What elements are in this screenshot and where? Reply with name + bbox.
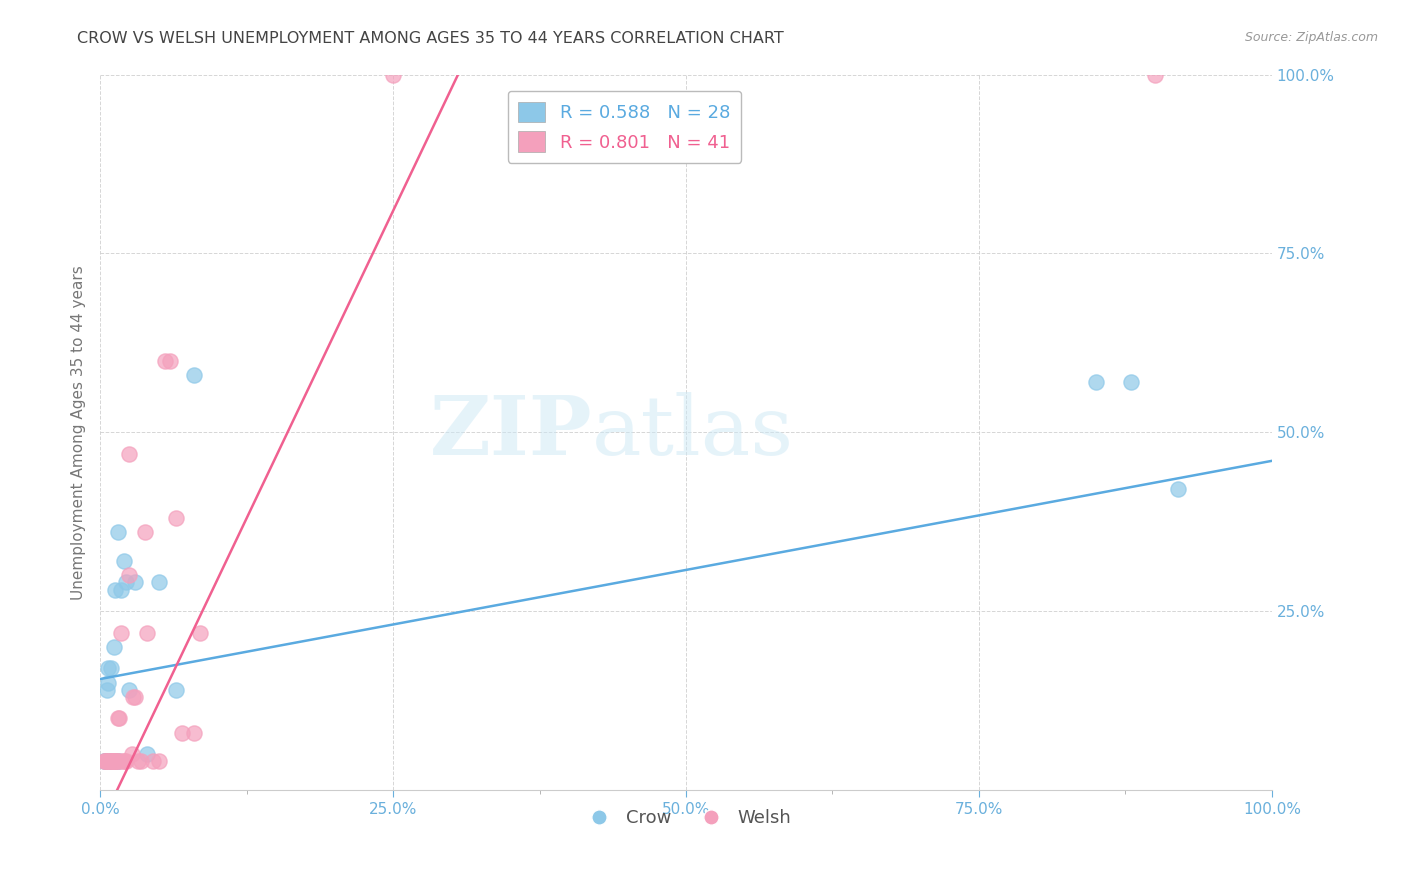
Point xyxy=(148,754,170,768)
Point xyxy=(97,661,120,675)
Point xyxy=(105,754,128,768)
Point xyxy=(115,754,138,768)
Point xyxy=(96,682,118,697)
Text: ZIP: ZIP xyxy=(430,392,592,472)
Point xyxy=(101,754,124,768)
Point xyxy=(98,754,121,768)
Point xyxy=(94,754,117,768)
Legend: Crow, Welsh: Crow, Welsh xyxy=(574,802,799,835)
Text: Source: ZipAtlas.com: Source: ZipAtlas.com xyxy=(1244,31,1378,45)
Point xyxy=(112,554,135,568)
Point xyxy=(136,625,159,640)
Point xyxy=(1085,375,1108,389)
Point xyxy=(183,725,205,739)
Point xyxy=(124,690,146,704)
Point xyxy=(101,754,124,768)
Point xyxy=(97,754,120,768)
Point xyxy=(118,682,141,697)
Point xyxy=(108,711,131,725)
Point xyxy=(97,675,120,690)
Point xyxy=(165,511,187,525)
Point xyxy=(101,754,124,768)
Point xyxy=(112,754,135,768)
Point xyxy=(107,711,129,725)
Y-axis label: Unemployment Among Ages 35 to 44 years: Unemployment Among Ages 35 to 44 years xyxy=(72,265,86,599)
Point xyxy=(1143,68,1166,82)
Point xyxy=(100,754,122,768)
Point xyxy=(104,582,127,597)
Point xyxy=(382,68,405,82)
Point xyxy=(1121,375,1143,389)
Point xyxy=(103,754,125,768)
Point xyxy=(129,754,152,768)
Point xyxy=(104,754,127,768)
Point xyxy=(1167,483,1189,497)
Point xyxy=(101,754,124,768)
Point xyxy=(142,754,165,768)
Point xyxy=(148,575,170,590)
Point xyxy=(94,754,117,768)
Point xyxy=(107,525,129,540)
Point xyxy=(165,682,187,697)
Text: CROW VS WELSH UNEMPLOYMENT AMONG AGES 35 TO 44 YEARS CORRELATION CHART: CROW VS WELSH UNEMPLOYMENT AMONG AGES 35… xyxy=(77,31,785,46)
Text: atlas: atlas xyxy=(592,392,794,472)
Point xyxy=(136,747,159,761)
Point xyxy=(188,625,211,640)
Point xyxy=(127,754,149,768)
Point xyxy=(122,690,145,704)
Point xyxy=(98,754,121,768)
Point xyxy=(94,754,117,768)
Point xyxy=(124,575,146,590)
Point xyxy=(108,754,131,768)
Point xyxy=(118,447,141,461)
Point xyxy=(118,568,141,582)
Point xyxy=(153,353,176,368)
Point xyxy=(172,725,194,739)
Point xyxy=(101,754,124,768)
Point xyxy=(103,640,125,654)
Point xyxy=(93,754,115,768)
Point xyxy=(134,525,156,540)
Point xyxy=(96,754,118,768)
Point xyxy=(94,754,117,768)
Point xyxy=(104,754,127,768)
Point xyxy=(110,625,132,640)
Point xyxy=(112,754,135,768)
Point xyxy=(108,754,131,768)
Point xyxy=(183,368,205,382)
Point xyxy=(115,575,138,590)
Point xyxy=(110,582,132,597)
Point xyxy=(107,754,129,768)
Point xyxy=(101,754,124,768)
Point xyxy=(93,754,115,768)
Point xyxy=(121,747,143,761)
Point xyxy=(100,661,122,675)
Point xyxy=(159,353,181,368)
Point xyxy=(105,754,128,768)
